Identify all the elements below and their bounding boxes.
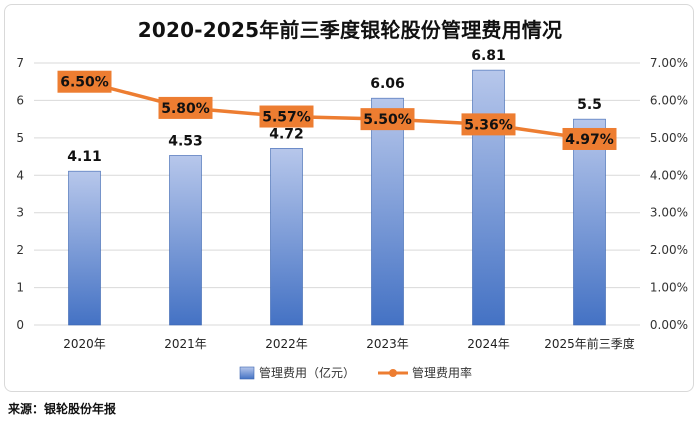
right-tick-label: 6.00% bbox=[650, 93, 688, 107]
rate-value-label: 5.80% bbox=[161, 101, 210, 117]
category-label: 2025年前三季度 bbox=[544, 336, 635, 351]
left-tick-label: 4 bbox=[16, 168, 24, 182]
legend-bar-swatch bbox=[239, 366, 255, 380]
left-tick-label: 6 bbox=[16, 93, 24, 107]
bar-value-label: 4.11 bbox=[67, 149, 102, 165]
right-tick-label: 3.00% bbox=[650, 206, 688, 220]
left-tick-label: 2 bbox=[16, 243, 24, 257]
bar bbox=[169, 155, 202, 326]
left-tick-label: 5 bbox=[16, 131, 24, 145]
chart-title: 2020-2025年前三季度银轮股份管理费用情况 bbox=[137, 18, 563, 42]
rate-label-box bbox=[158, 96, 213, 119]
rate-value-label: 4.97% bbox=[565, 132, 614, 148]
bar-value-label: 6.06 bbox=[370, 76, 405, 92]
rate-label-box bbox=[360, 108, 415, 131]
rate-value-label: 5.50% bbox=[363, 112, 412, 128]
left-tick-label: 1 bbox=[16, 281, 24, 295]
bar-value-label: 4.72 bbox=[269, 126, 304, 142]
rate-value-label: 6.50% bbox=[60, 75, 109, 91]
bar-value-label: 6.81 bbox=[471, 48, 506, 64]
rate-value-labels: 6.50% 5.80% 5.57% 5.50% 5.36% 4.97% bbox=[57, 70, 617, 150]
right-tick-label: 4.00% bbox=[650, 168, 688, 182]
bar bbox=[371, 97, 404, 326]
left-tick-label: 7 bbox=[16, 56, 24, 70]
rate-label-box bbox=[461, 113, 516, 136]
rate-label-box bbox=[562, 127, 617, 150]
bar bbox=[68, 170, 101, 326]
bar-value-labels: 4.11 4.53 4.72 6.06 6.81 5.5 bbox=[67, 48, 602, 165]
bar bbox=[573, 118, 606, 326]
category-label: 2024年 bbox=[467, 337, 510, 351]
legend-line-marker bbox=[389, 369, 397, 377]
category-label: 2023年 bbox=[366, 337, 409, 351]
category-label: 2022年 bbox=[265, 337, 308, 351]
rate-line-series bbox=[80, 77, 594, 143]
bar bbox=[472, 69, 505, 326]
category-label: 2020年 bbox=[63, 337, 106, 351]
bar-value-label: 4.53 bbox=[168, 133, 203, 149]
legend-line-label: 管理费用率 bbox=[412, 365, 472, 380]
right-tick-label: 7.00% bbox=[650, 56, 688, 70]
left-tick-label: 3 bbox=[16, 206, 24, 220]
left-tick-label: 0 bbox=[16, 318, 24, 332]
bar-series bbox=[68, 69, 606, 326]
rate-label-box bbox=[57, 70, 112, 93]
legend: 管理费用（亿元） 管理费用率 bbox=[239, 365, 472, 380]
legend-bar-label: 管理费用（亿元） bbox=[259, 365, 355, 380]
right-tick-label: 5.00% bbox=[650, 131, 688, 145]
category-label: 2021年 bbox=[164, 337, 207, 351]
left-y-axis: 0 1 2 3 4 5 6 7 bbox=[16, 56, 24, 332]
right-tick-label: 1.00% bbox=[650, 281, 688, 295]
x-axis-categories: 2020年 2021年 2022年 2023年 2024年 2025年前三季度 bbox=[63, 336, 635, 351]
right-y-axis: 0.00% 1.00% 2.00% 3.00% 4.00% 5.00% 6.00% 7.00% bbox=[650, 56, 688, 332]
bar-value-label: 5.5 bbox=[577, 97, 602, 113]
right-tick-label: 0.00% bbox=[650, 318, 688, 332]
grid-lines bbox=[34, 62, 640, 326]
rate-label-box bbox=[259, 105, 314, 128]
source-note: 来源：银轮股份年报 bbox=[8, 402, 117, 416]
rate-value-label: 5.36% bbox=[464, 117, 513, 133]
rate-value-label: 5.57% bbox=[262, 110, 311, 126]
bar bbox=[270, 148, 303, 326]
right-tick-label: 2.00% bbox=[650, 243, 688, 257]
